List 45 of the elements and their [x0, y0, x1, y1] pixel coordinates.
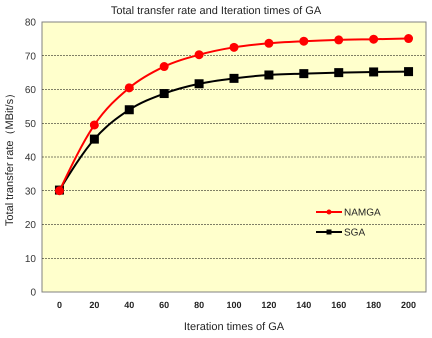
y-tick-label: 70 — [24, 51, 36, 62]
y-tick-label: 50 — [24, 118, 36, 130]
y-tick-label: 60 — [24, 85, 36, 96]
x-tick-label: 140 — [296, 300, 312, 310]
point — [230, 74, 238, 83]
x-tick-label: 200 — [401, 300, 416, 310]
point — [160, 89, 169, 98]
legend-label: NAMGA — [344, 208, 381, 218]
x-tick-label: 120 — [261, 300, 276, 310]
y-tick-label: 40 — [24, 152, 36, 164]
point — [160, 62, 169, 72]
point — [299, 69, 308, 78]
y-tick-label: 10 — [24, 254, 36, 265]
point — [404, 34, 414, 44]
x-tick-label: 60 — [159, 300, 170, 310]
x-tick-label: 160 — [331, 300, 346, 310]
x-tick-label: 20 — [89, 300, 100, 310]
point — [264, 38, 274, 48]
x-tick-label: 40 — [124, 300, 134, 310]
chart-title: Total transfer rate and Iteration times of GA — [110, 5, 322, 17]
point — [194, 79, 204, 88]
point — [369, 34, 378, 44]
point — [194, 50, 204, 60]
x-tick-label: 180 — [366, 300, 382, 310]
point — [404, 67, 414, 76]
y-tick-label: 80 — [24, 18, 36, 28]
x-tick-label: 0 — [56, 300, 62, 310]
point — [124, 83, 134, 92]
point — [334, 68, 344, 78]
x-tick-label: 100 — [226, 300, 242, 310]
point — [124, 105, 134, 114]
point — [264, 70, 274, 80]
point — [299, 36, 308, 46]
point — [369, 67, 378, 76]
point — [334, 35, 344, 44]
x-tick-label: 80 — [194, 300, 204, 310]
legend-label: SGA — [344, 228, 366, 238]
y-tick-label: 20 — [24, 220, 36, 231]
point — [230, 42, 238, 52]
point — [90, 120, 99, 130]
y-tick-label: 30 — [24, 186, 36, 198]
y-tick-label: 0 — [30, 288, 36, 298]
y-axis-title: Total transfer rate（MBit/s） — [4, 88, 16, 226]
x-axis-title: Iteration times of GA — [184, 321, 285, 333]
point — [90, 134, 99, 144]
